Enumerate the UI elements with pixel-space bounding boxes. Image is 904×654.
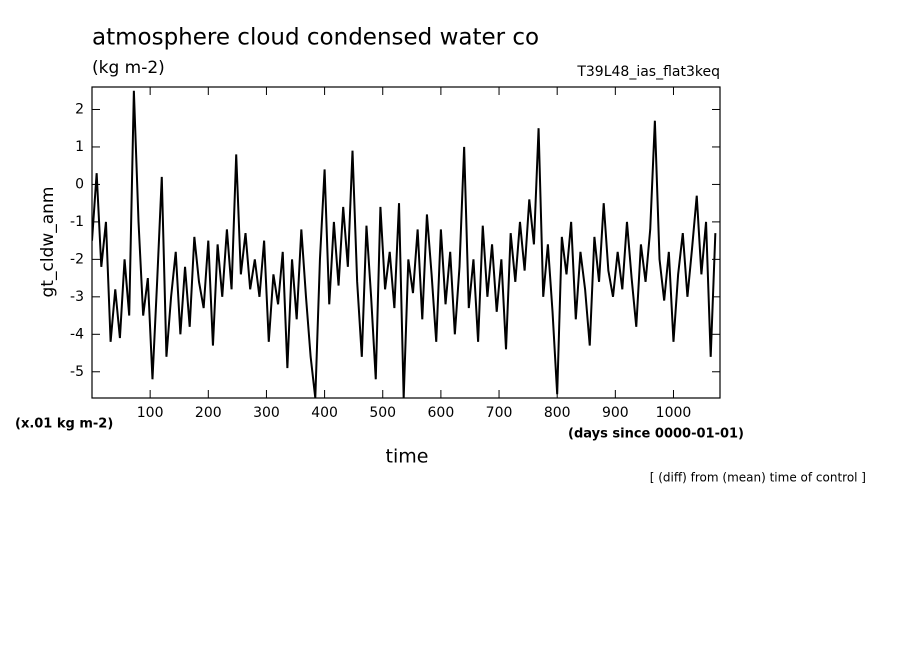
x-tick-label: 400 <box>311 405 338 421</box>
y-tick-label: 0 <box>75 176 84 192</box>
x-unit-label: (days since 0000-01-01) <box>568 427 744 442</box>
x-tick-label: 900 <box>602 405 629 421</box>
run-label: T39L48_ias_flat3keq <box>576 64 720 80</box>
y-tick-label: 2 <box>75 101 84 117</box>
x-tick-label: 700 <box>486 405 513 421</box>
y-tick-label: -1 <box>70 214 84 230</box>
note: [ (diff) from (mean) time of control ] <box>650 471 866 485</box>
y-unit-label: (x.01 kg m-2) <box>15 417 113 432</box>
x-axis-label: time <box>386 446 429 468</box>
x-tick-label: 200 <box>195 405 222 421</box>
y-tick-label: -3 <box>70 289 84 305</box>
x-tick-label: 500 <box>369 405 396 421</box>
x-tick-label: 800 <box>544 405 571 421</box>
y-tick-label: -4 <box>70 326 84 342</box>
y-axis-label: gt_cldw_anm <box>38 187 58 298</box>
x-tick-label: 1000 <box>656 405 692 421</box>
x-tick-label: 100 <box>137 405 164 421</box>
chart-title: atmosphere cloud condensed water co <box>92 25 539 51</box>
x-tick-label: 600 <box>428 405 455 421</box>
y-tick-label: -2 <box>70 251 84 267</box>
data-line <box>92 90 717 398</box>
x-tick-label: 300 <box>253 405 280 421</box>
y-tick-label: -5 <box>70 364 84 380</box>
y-tick-label: 1 <box>75 139 84 155</box>
chart-subtitle: (kg m-2) <box>92 58 165 78</box>
plot-frame <box>91 86 721 399</box>
